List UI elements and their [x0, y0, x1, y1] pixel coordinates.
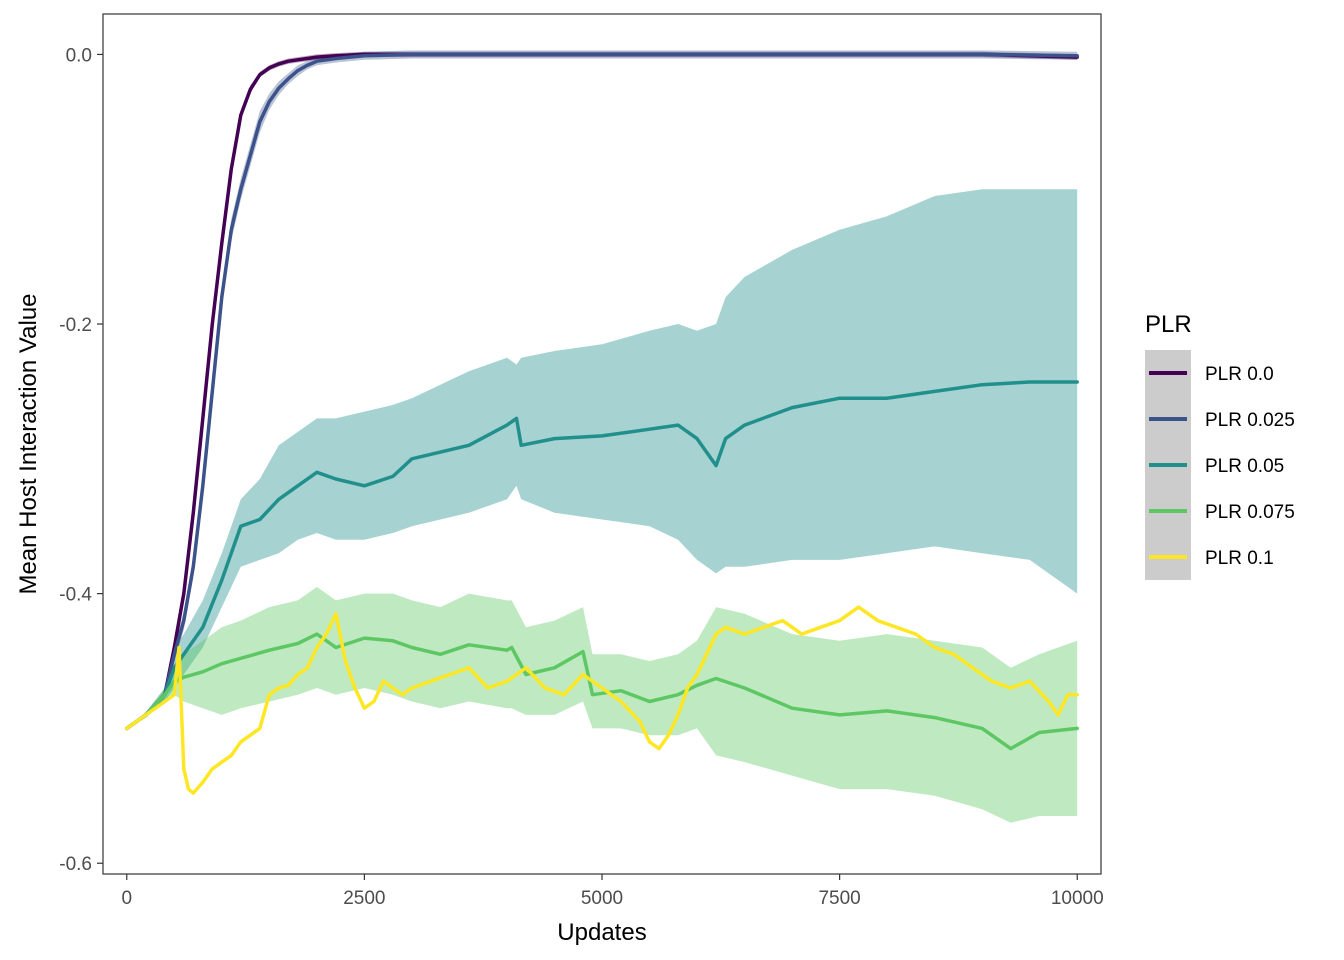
legend-label: PLR 0.0: [1205, 364, 1274, 385]
legend-label: PLR 0.1: [1205, 548, 1274, 569]
y-tick-label: -0.4: [59, 585, 92, 606]
y-axis-title: Mean Host Interaction Value: [15, 293, 42, 594]
band-plr-0-075: [126, 586, 1078, 823]
x-tick-label: 2500: [343, 888, 385, 909]
axes: 0 2500 5000 7500 10000 0.0 -0.2 -0.4 -0.6: [59, 45, 1103, 909]
legend-title: PLR: [1145, 311, 1192, 338]
line-plr-0-1: [125, 605, 1079, 795]
legend-label: PLR 0.025: [1205, 410, 1295, 431]
legend-label: PLR 0.05: [1205, 456, 1284, 477]
band-plr-0-05: [126, 189, 1078, 729]
x-tick-label: 5000: [581, 888, 623, 909]
line-plr-0-05: [125, 380, 1079, 731]
y-tick-label: 0.0: [66, 45, 92, 66]
legend: PLR PLR 0.0 PLR 0.025 PLR 0.05 PLR 0.075 PLR…: [1145, 311, 1295, 580]
x-tick-label: 10000: [1051, 888, 1104, 909]
line-plr-0-075: [125, 632, 1079, 751]
x-axis-title: Updates: [557, 919, 646, 946]
line-plr-0-025: [125, 52, 1079, 731]
y-tick-label: -0.2: [59, 315, 92, 336]
x-tick-label: 7500: [818, 888, 860, 909]
legend-label: PLR 0.075: [1205, 502, 1295, 523]
plot-area: [125, 50, 1079, 823]
x-tick-label: 0: [121, 888, 132, 909]
y-tick-label: -0.6: [59, 854, 92, 875]
